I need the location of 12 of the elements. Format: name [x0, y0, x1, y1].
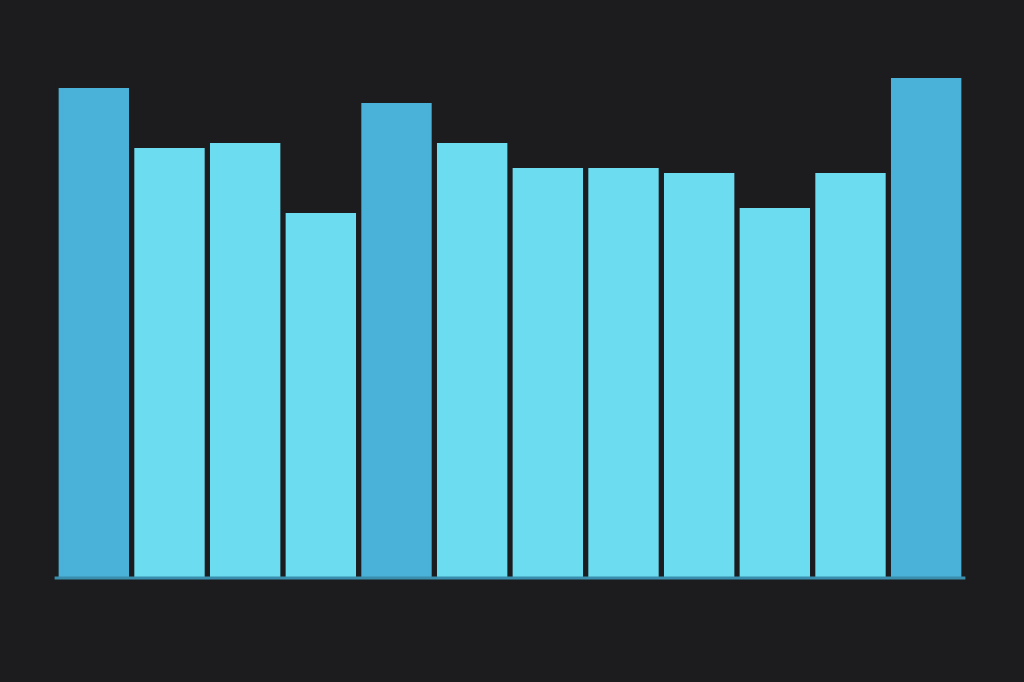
bar	[134, 148, 205, 578]
bar	[361, 103, 432, 578]
bar	[663, 173, 735, 578]
bar	[588, 168, 659, 578]
bar	[285, 213, 357, 578]
bar	[739, 208, 811, 578]
bar	[436, 143, 508, 578]
bar	[512, 168, 584, 578]
bar	[815, 173, 886, 578]
bar	[209, 143, 281, 578]
bar	[890, 78, 962, 578]
bar	[58, 88, 130, 578]
